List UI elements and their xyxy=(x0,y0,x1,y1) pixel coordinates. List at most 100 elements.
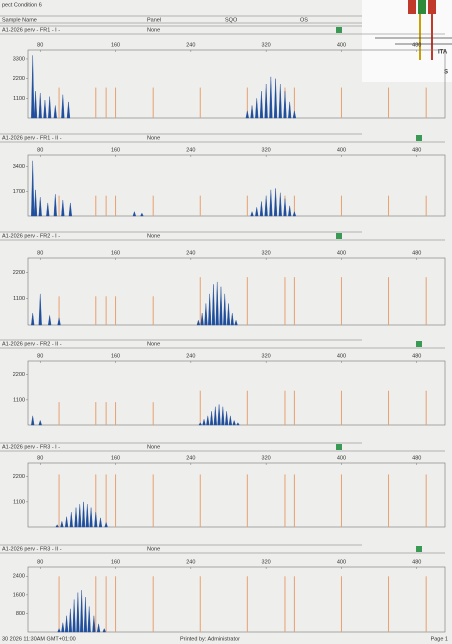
x-tick-label: 480 xyxy=(412,147,421,153)
flag xyxy=(416,135,422,141)
panel-title: A1-2026 perv - FR2 - I - xyxy=(2,233,60,239)
panel-name: None xyxy=(147,27,160,33)
sample-peak xyxy=(57,317,61,326)
x-tick-label: 80 xyxy=(37,147,43,153)
y-tick-label: 2200 xyxy=(13,372,25,378)
panel-title: A1-2026 perv - FR1 - II - xyxy=(2,135,62,141)
sample-peak xyxy=(228,415,233,426)
sample-peak xyxy=(64,615,69,633)
y-tick-label: 1100 xyxy=(13,397,25,403)
sample-peak xyxy=(46,202,50,217)
panel: A1-2026 perv - FR1 - II - None 80 160 240 320… xyxy=(0,133,446,217)
y-tick-label: 1100 xyxy=(13,96,25,102)
sample-peak xyxy=(102,627,106,633)
sample-peak xyxy=(283,198,287,217)
y-tick-label: 1100 xyxy=(13,296,25,302)
inset-diagram: ITA S xyxy=(362,0,452,82)
sample-peak xyxy=(264,83,268,119)
x-tick-label: 160 xyxy=(111,250,120,256)
sample-peak xyxy=(87,606,91,633)
panel-name: None xyxy=(147,546,160,552)
panel-title: A1-2026 perv - FR3 - I - xyxy=(2,444,60,450)
inset-label: ITA xyxy=(438,50,448,56)
y-tick-label: 3300 xyxy=(13,56,25,62)
sample-peak xyxy=(213,406,217,426)
x-tick-label: 160 xyxy=(111,147,120,153)
sample-peak xyxy=(104,521,108,528)
sample-peak xyxy=(204,303,208,326)
sample-peak xyxy=(85,504,89,528)
sample-peak xyxy=(68,202,72,217)
x-tick-label: 320 xyxy=(262,455,271,461)
x-tick-label: 80 xyxy=(37,250,43,256)
sample-peak xyxy=(31,55,35,119)
header-title: pect Condition 6 xyxy=(2,2,42,8)
sample-peak xyxy=(61,94,65,119)
x-tick-label: 80 xyxy=(37,455,43,461)
sample-peak xyxy=(140,212,144,217)
flag xyxy=(416,546,422,552)
y-tick-label: 3400 xyxy=(13,164,25,170)
panel-name: None xyxy=(147,135,160,141)
sample-peak xyxy=(292,110,297,119)
sample-peak xyxy=(76,592,80,633)
x-tick-label: 480 xyxy=(412,559,421,565)
sample-peak xyxy=(31,160,35,217)
sample-peak xyxy=(259,91,264,119)
plot-frame xyxy=(27,462,446,528)
sample-peak xyxy=(66,101,71,119)
flag xyxy=(336,233,342,239)
sample-peak xyxy=(60,521,64,528)
x-tick-label: 320 xyxy=(262,42,271,48)
sample-peak xyxy=(61,200,65,217)
sample-peak xyxy=(72,599,76,633)
x-tick-label: 480 xyxy=(412,455,421,461)
sample-peak xyxy=(48,315,52,326)
x-tick-label: 400 xyxy=(337,353,346,359)
x-tick-label: 160 xyxy=(111,559,120,565)
sample-peak xyxy=(211,284,216,326)
sample-peak xyxy=(255,207,259,217)
panel: A1-2026 perv - FR1 - I - None 80 160 240 320 4… xyxy=(0,25,446,119)
sample-peak xyxy=(250,210,254,217)
column-label: Sample Name xyxy=(2,17,37,23)
x-tick-label: 320 xyxy=(262,250,271,256)
x-tick-label: 400 xyxy=(337,559,346,565)
sample-peak xyxy=(226,303,231,326)
sample-peak xyxy=(221,406,225,426)
sample-peak xyxy=(89,507,93,528)
sample-peak xyxy=(278,83,282,119)
sample-peak xyxy=(33,189,38,217)
x-tick-label: 80 xyxy=(37,353,43,359)
x-tick-label: 240 xyxy=(186,147,195,153)
sample-peak xyxy=(98,517,103,528)
x-tick-label: 480 xyxy=(412,250,421,256)
sample-peak xyxy=(269,76,273,119)
x-tick-label: 400 xyxy=(337,455,346,461)
sample-peak xyxy=(206,415,210,426)
column-label: OS xyxy=(300,17,308,23)
sample-peak xyxy=(38,293,42,326)
sample-peak xyxy=(38,419,42,426)
sample-peak xyxy=(94,512,98,528)
sample-peak xyxy=(230,313,234,326)
sample-peak xyxy=(217,404,221,426)
sample-peak xyxy=(283,91,287,119)
footer-date: 30 2026 11:30AM GMT+01:00 xyxy=(2,636,76,642)
sample-peak xyxy=(288,205,292,217)
y-tick-label: 800 xyxy=(16,611,25,617)
sample-peak xyxy=(64,516,69,528)
panel-title: A1-2026 perv - FR3 - II - xyxy=(2,546,62,552)
sample-peak xyxy=(224,411,229,426)
sample-peak xyxy=(200,313,204,326)
sample-peak xyxy=(236,422,240,426)
sample-peak xyxy=(250,105,254,119)
x-tick-label: 240 xyxy=(186,455,195,461)
sample-peak xyxy=(196,319,201,326)
inset-label: S xyxy=(444,70,448,76)
x-tick-label: 240 xyxy=(186,42,195,48)
sample-peak xyxy=(81,501,86,528)
panel-name: None xyxy=(147,341,160,347)
x-tick-label: 160 xyxy=(111,455,120,461)
